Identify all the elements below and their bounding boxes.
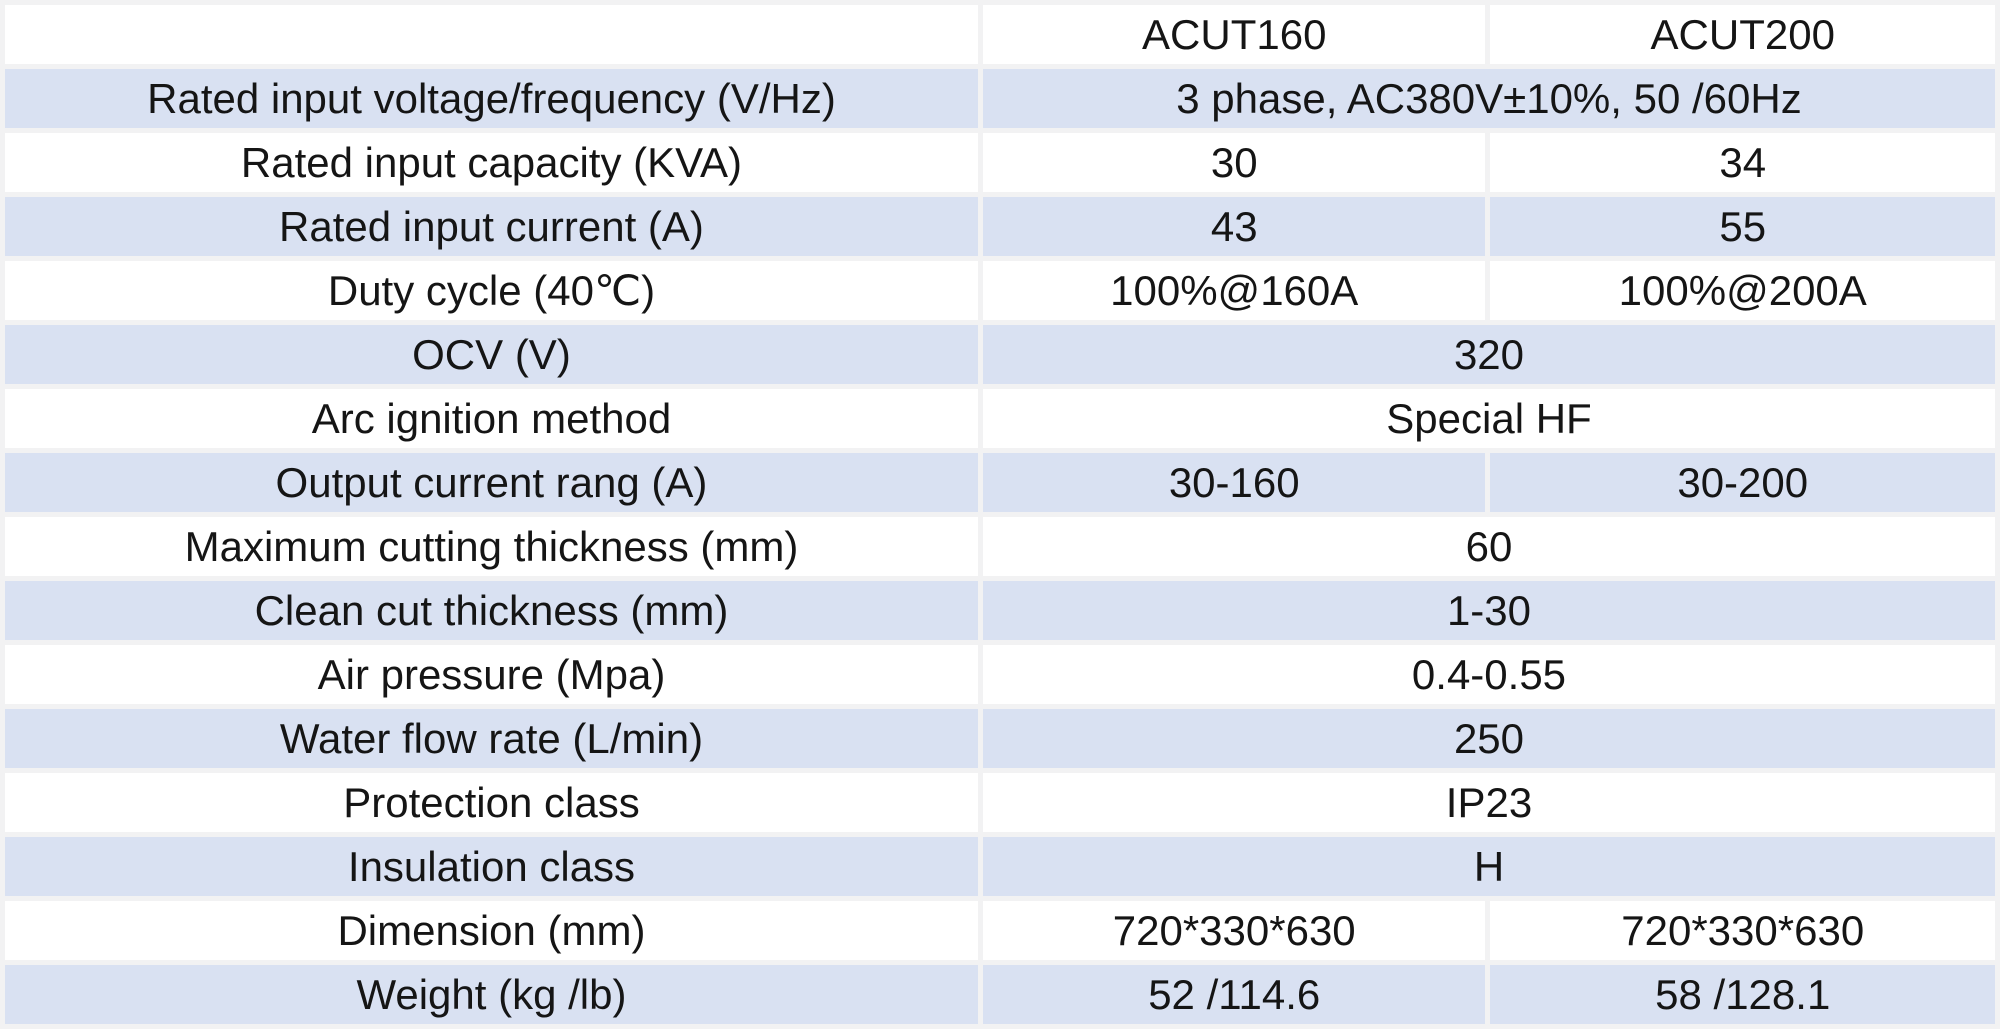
table-row-clean-cut-thickness: Clean cut thickness (mm) 1-30 (5, 581, 1995, 640)
table-row-output-current-range: Output current rang (A) 30-160 30-200 (5, 453, 1995, 512)
cell-value-acut200: 34 (1490, 133, 1995, 192)
table-row-air-pressure: Air pressure (Mpa) 0.4-0.55 (5, 645, 1995, 704)
column-header-acut160: ACUT160 (982, 5, 1486, 64)
row-label: Protection class (5, 773, 978, 832)
cell-value-span: 320 (982, 325, 1995, 384)
table-row-ocv: OCV (V) 320 (5, 325, 1995, 384)
row-label: Duty cycle (40℃) (5, 261, 978, 320)
row-label: OCV (V) (5, 325, 978, 384)
table-row-rated-input-capacity: Rated input capacity (KVA) 30 34 (5, 133, 1995, 192)
cell-value-span: IP23 (982, 773, 1995, 832)
table-row-protection-class: Protection class IP23 (5, 773, 1995, 832)
row-label: Dimension (mm) (5, 901, 978, 960)
row-label: Rated input current (A) (5, 197, 978, 256)
row-label: Rated input capacity (KVA) (5, 133, 978, 192)
row-label: Water flow rate (L/min) (5, 709, 978, 768)
table-row-rated-input-voltage: Rated input voltage/frequency (V/Hz) 3 p… (5, 69, 1995, 128)
table-row-arc-ignition: Arc ignition method Special HF (5, 389, 1995, 448)
cell-value-span: 3 phase, AC380V±10%, 50 /60Hz (982, 69, 1995, 128)
row-label: Rated input voltage/frequency (V/Hz) (5, 69, 978, 128)
cell-value-span: H (982, 837, 1995, 896)
cell-value-acut200: 55 (1490, 197, 1995, 256)
table-row-max-cutting-thickness: Maximum cutting thickness (mm) 60 (5, 517, 1995, 576)
cell-value-span: 250 (982, 709, 1995, 768)
row-label: Air pressure (Mpa) (5, 645, 978, 704)
row-label: Clean cut thickness (mm) (5, 581, 978, 640)
cell-value-acut160: 100%@160A (982, 261, 1486, 320)
header-blank-cell (5, 5, 978, 64)
cell-value-acut200: 100%@200A (1490, 261, 1995, 320)
table-row-rated-input-current: Rated input current (A) 43 55 (5, 197, 1995, 256)
row-label: Weight (kg /lb) (5, 965, 978, 1024)
row-label: Arc ignition method (5, 389, 978, 448)
table-row-duty-cycle: Duty cycle (40℃) 100%@160A 100%@200A (5, 261, 1995, 320)
header-row: ACUT160 ACUT200 (5, 5, 1995, 64)
cell-value-span: 1-30 (982, 581, 1995, 640)
cell-value-acut160: 52 /114.6 (982, 965, 1486, 1024)
cell-value-span: Special HF (982, 389, 1995, 448)
cell-value-acut160: 43 (982, 197, 1486, 256)
table-row-dimension: Dimension (mm) 720*330*630 720*330*630 (5, 901, 1995, 960)
cell-value-acut200: 30-200 (1490, 453, 1995, 512)
row-label: Output current rang (A) (5, 453, 978, 512)
table-row-water-flow-rate: Water flow rate (L/min) 250 (5, 709, 1995, 768)
table-row-insulation-class: Insulation class H (5, 837, 1995, 896)
cell-value-acut200: 58 /128.1 (1490, 965, 1995, 1024)
cell-value-acut200: 720*330*630 (1490, 901, 1995, 960)
cell-value-span: 0.4-0.55 (982, 645, 1995, 704)
table-row-weight: Weight (kg /lb) 52 /114.6 58 /128.1 (5, 965, 1995, 1024)
cell-value-acut160: 720*330*630 (982, 901, 1486, 960)
column-header-acut200: ACUT200 (1490, 5, 1995, 64)
row-label: Insulation class (5, 837, 978, 896)
cell-value-acut160: 30-160 (982, 453, 1486, 512)
cell-value-acut160: 30 (982, 133, 1486, 192)
cell-value-span: 60 (982, 517, 1995, 576)
row-label: Maximum cutting thickness (mm) (5, 517, 978, 576)
